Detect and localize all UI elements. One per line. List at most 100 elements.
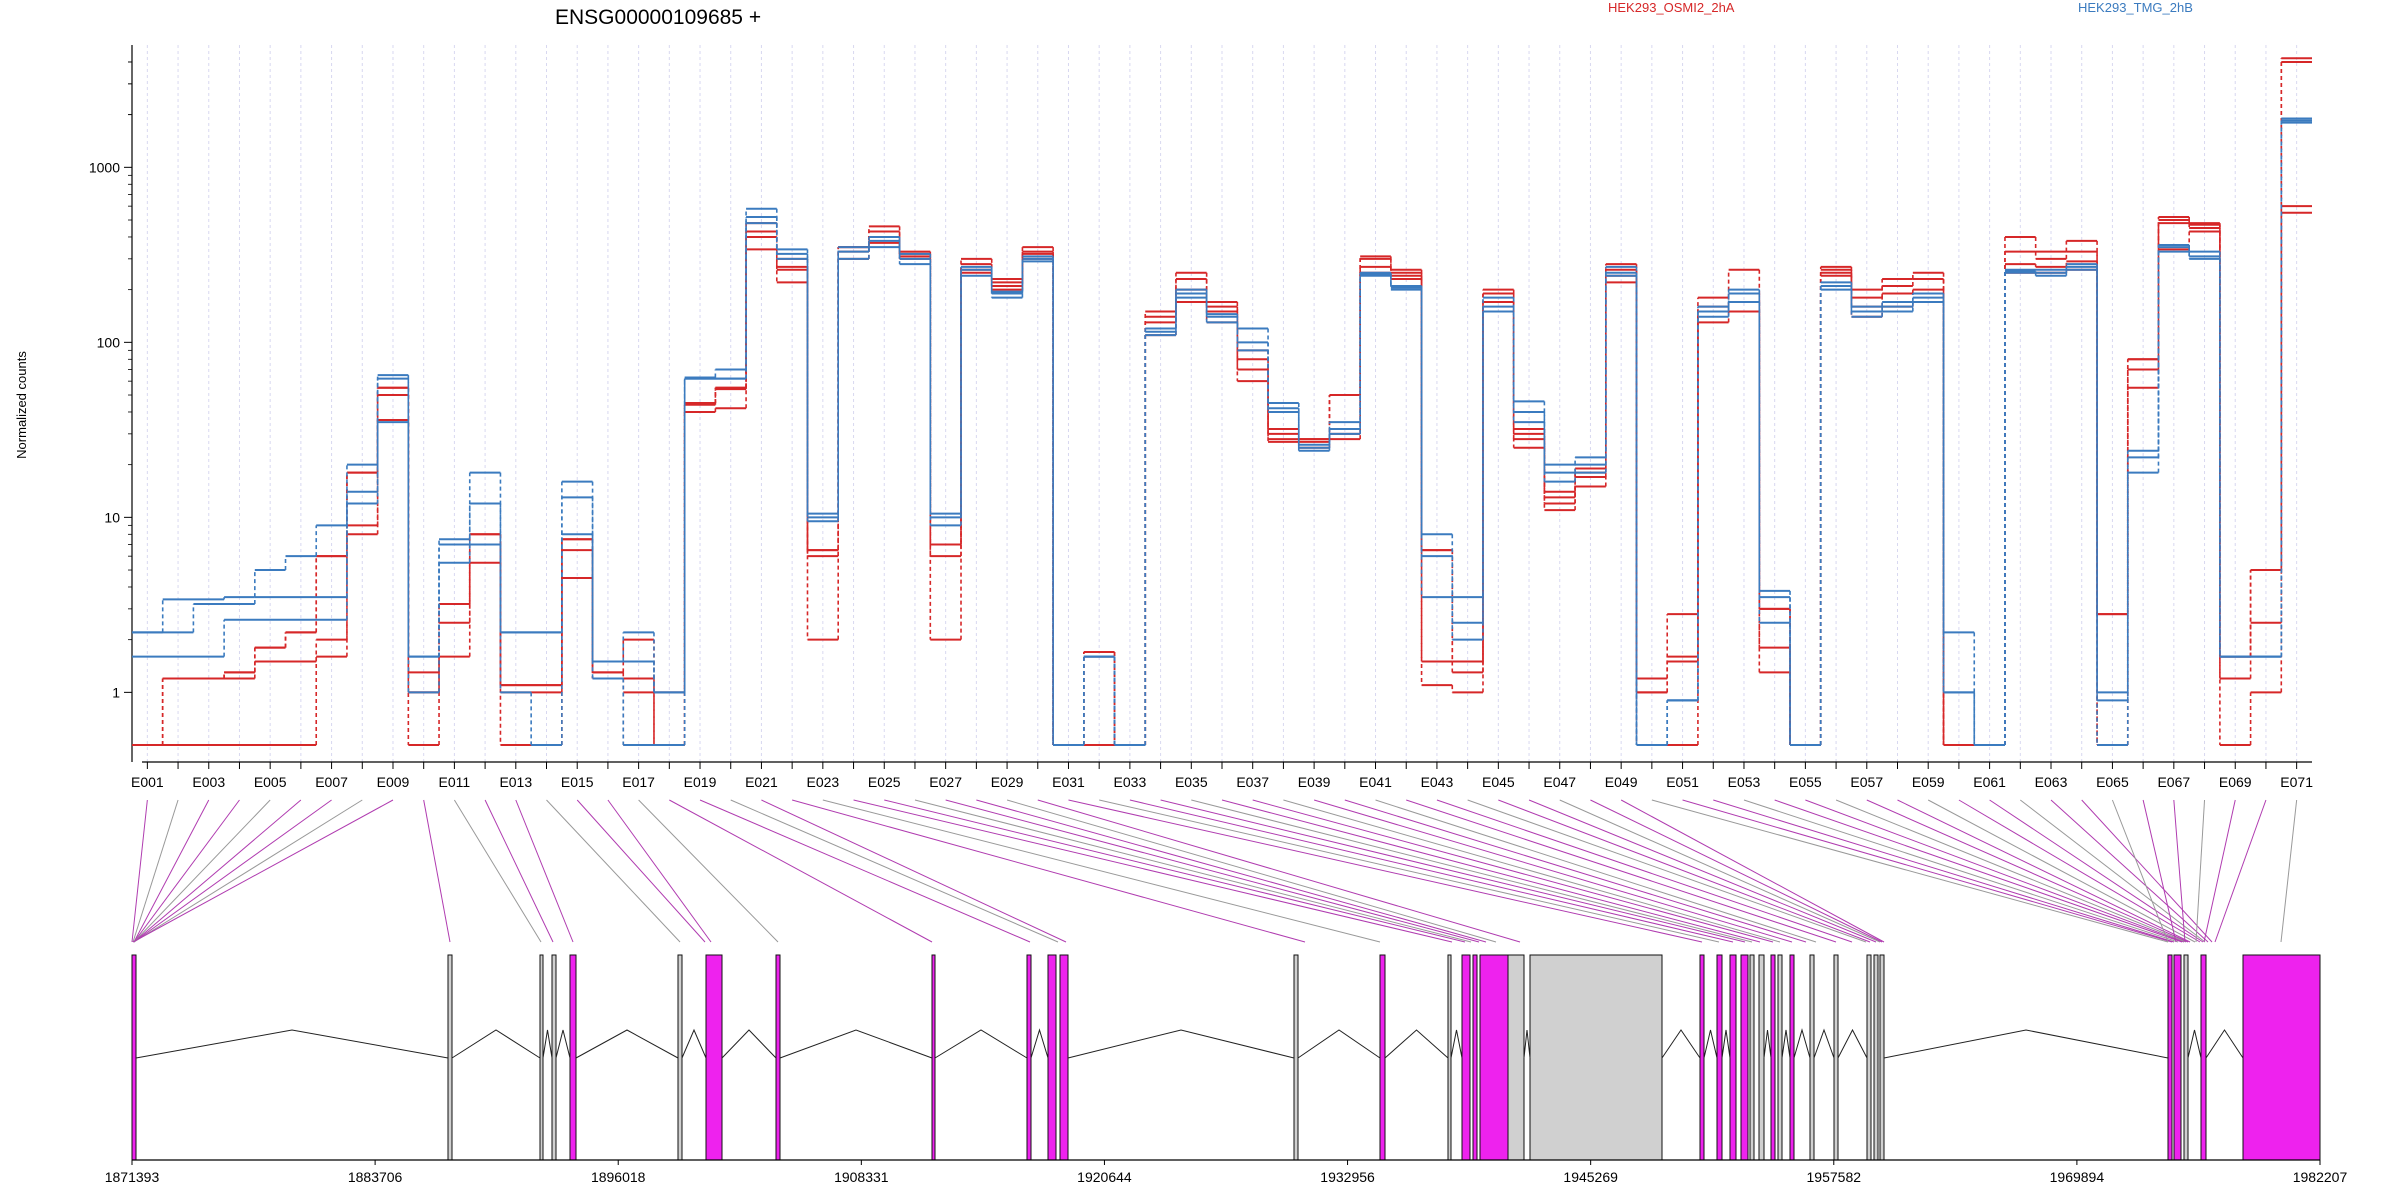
exon-box xyxy=(677,954,683,1161)
exon-box xyxy=(1716,954,1723,1161)
coord-tick-label: 1982207 xyxy=(2293,1169,2348,1185)
exon-connector-line xyxy=(576,799,706,943)
x-tick-label: E051 xyxy=(1666,774,1699,790)
y-tick-label: 1 xyxy=(112,684,120,700)
exon-connector-line xyxy=(133,799,240,943)
exon-box xyxy=(1379,954,1386,1161)
intron-line xyxy=(2187,1029,2202,1059)
exon-connector-line xyxy=(1897,799,2191,943)
exon-connector-line xyxy=(1590,799,1883,943)
exon-connector-line xyxy=(1713,799,2175,943)
exon-connector-line xyxy=(638,799,779,943)
x-tick-label: E015 xyxy=(561,774,594,790)
series-step-segments xyxy=(132,117,2312,747)
intron-line xyxy=(135,1029,449,1059)
x-tick-label: E065 xyxy=(2096,774,2129,790)
intron-line xyxy=(575,1029,679,1059)
exon-box xyxy=(131,954,137,1161)
x-tick-label: E071 xyxy=(2280,774,2313,790)
coord-tick-label: 1932956 xyxy=(1320,1169,1375,1185)
genomic-coordinate-axis: 1871393 1883706 1896018 1908331 1920644 19329… xyxy=(105,1159,2348,1185)
exon-box xyxy=(1026,954,1032,1161)
exon-box xyxy=(2200,954,2207,1161)
exon-box xyxy=(1749,954,1755,1161)
exon-connector-line xyxy=(1037,799,1521,943)
exon-connector-line xyxy=(1191,799,1753,943)
exon-connector-line xyxy=(2203,799,2236,943)
intron-line xyxy=(1883,1029,2169,1059)
intron-line xyxy=(1721,1029,1731,1059)
exon-connector-line xyxy=(699,799,1031,943)
intron-line xyxy=(1661,1029,1701,1059)
exon-box xyxy=(1740,954,1749,1161)
x-tick-label: E029 xyxy=(991,774,1024,790)
exon-connector-line xyxy=(2020,799,2206,943)
exon-connector-line xyxy=(792,799,1306,943)
intron-line xyxy=(1067,1029,1295,1059)
exon-connector-line xyxy=(730,799,1059,943)
exon-connector-line xyxy=(945,799,1480,943)
exon-connector-line xyxy=(1129,799,1734,943)
chart-title: ENSG00000109685 + xyxy=(555,6,761,29)
x-tick-label: E037 xyxy=(1236,774,1269,790)
x-tick-label: E033 xyxy=(1114,774,1147,790)
exon-box xyxy=(1447,954,1452,1161)
x-tick-label: E017 xyxy=(622,774,655,790)
exon-connector-line xyxy=(761,799,1067,943)
legend-label-tmg: HEK293_TMG_2hB xyxy=(2078,0,2193,15)
series-osmi2-2 xyxy=(132,60,2312,747)
intron-line xyxy=(1793,1028,1811,1059)
exon-connector-line xyxy=(133,799,271,943)
intron-line xyxy=(1030,1028,1049,1059)
exon-connector-line xyxy=(1467,799,1867,943)
exon-box xyxy=(1472,954,1478,1161)
x-tick-label: E067 xyxy=(2157,774,2190,790)
x-tick-label: E041 xyxy=(1359,774,1392,790)
exon-connector-line xyxy=(453,799,542,943)
x-tick-label: E053 xyxy=(1728,774,1761,790)
exon-box xyxy=(1777,954,1783,1161)
exon-box xyxy=(705,954,723,1161)
exon-connector-line xyxy=(1528,799,1877,943)
exon-connector-line xyxy=(2280,799,2298,943)
exon-connector-line xyxy=(2081,799,2213,943)
x-tick-label: E043 xyxy=(1421,774,1454,790)
coord-tick-label: 1957582 xyxy=(1807,1169,1862,1185)
y-axis-label: Normalized counts xyxy=(14,351,29,459)
exon-connector-line xyxy=(1252,799,1774,943)
exon-connector-line xyxy=(822,799,1381,943)
x-tick-label: E049 xyxy=(1605,774,1638,790)
coord-tick-label: 1969894 xyxy=(2050,1169,2105,1185)
coord-tick-label: 1896018 xyxy=(591,1169,646,1185)
series-lines xyxy=(132,57,2312,747)
x-tick-label: E003 xyxy=(192,774,225,790)
exon-box xyxy=(1461,954,1471,1161)
series-jump-lines xyxy=(161,61,2283,746)
axes: 1 10 100 1000 E001 E003 E005 E007 E009 E011 E013 E0… xyxy=(89,45,2313,790)
exon-box xyxy=(1873,954,1879,1161)
exon-box xyxy=(1059,954,1069,1161)
x-tick-label: E005 xyxy=(254,774,287,790)
exon-connector-line xyxy=(2111,799,2169,943)
exon-connector-line xyxy=(133,799,363,943)
exon-box xyxy=(569,954,577,1161)
exon-box xyxy=(1479,954,1509,1161)
exon-connector-line xyxy=(2142,799,2177,943)
x-tick-label: E045 xyxy=(1482,774,1515,790)
exon-connector-line xyxy=(669,799,933,943)
intron-line xyxy=(1297,1029,1381,1059)
exon-box xyxy=(1789,954,1795,1161)
exon-connector-line xyxy=(1682,799,2173,943)
exon-connector-line xyxy=(1160,799,1746,943)
x-tick-label: E009 xyxy=(377,774,410,790)
intron-line xyxy=(555,1029,571,1059)
x-tick-label: E027 xyxy=(929,774,962,790)
exon-connector-line xyxy=(133,799,332,943)
exon-connector-line xyxy=(607,799,712,943)
coord-tick-label: 1871393 xyxy=(105,1169,160,1185)
intron-line xyxy=(779,1029,933,1059)
exon-connector-line xyxy=(1743,799,2179,943)
x-tick-label: E059 xyxy=(1912,774,1945,790)
exon-connector-line xyxy=(2173,799,2186,943)
intron-line xyxy=(1837,1028,1868,1059)
